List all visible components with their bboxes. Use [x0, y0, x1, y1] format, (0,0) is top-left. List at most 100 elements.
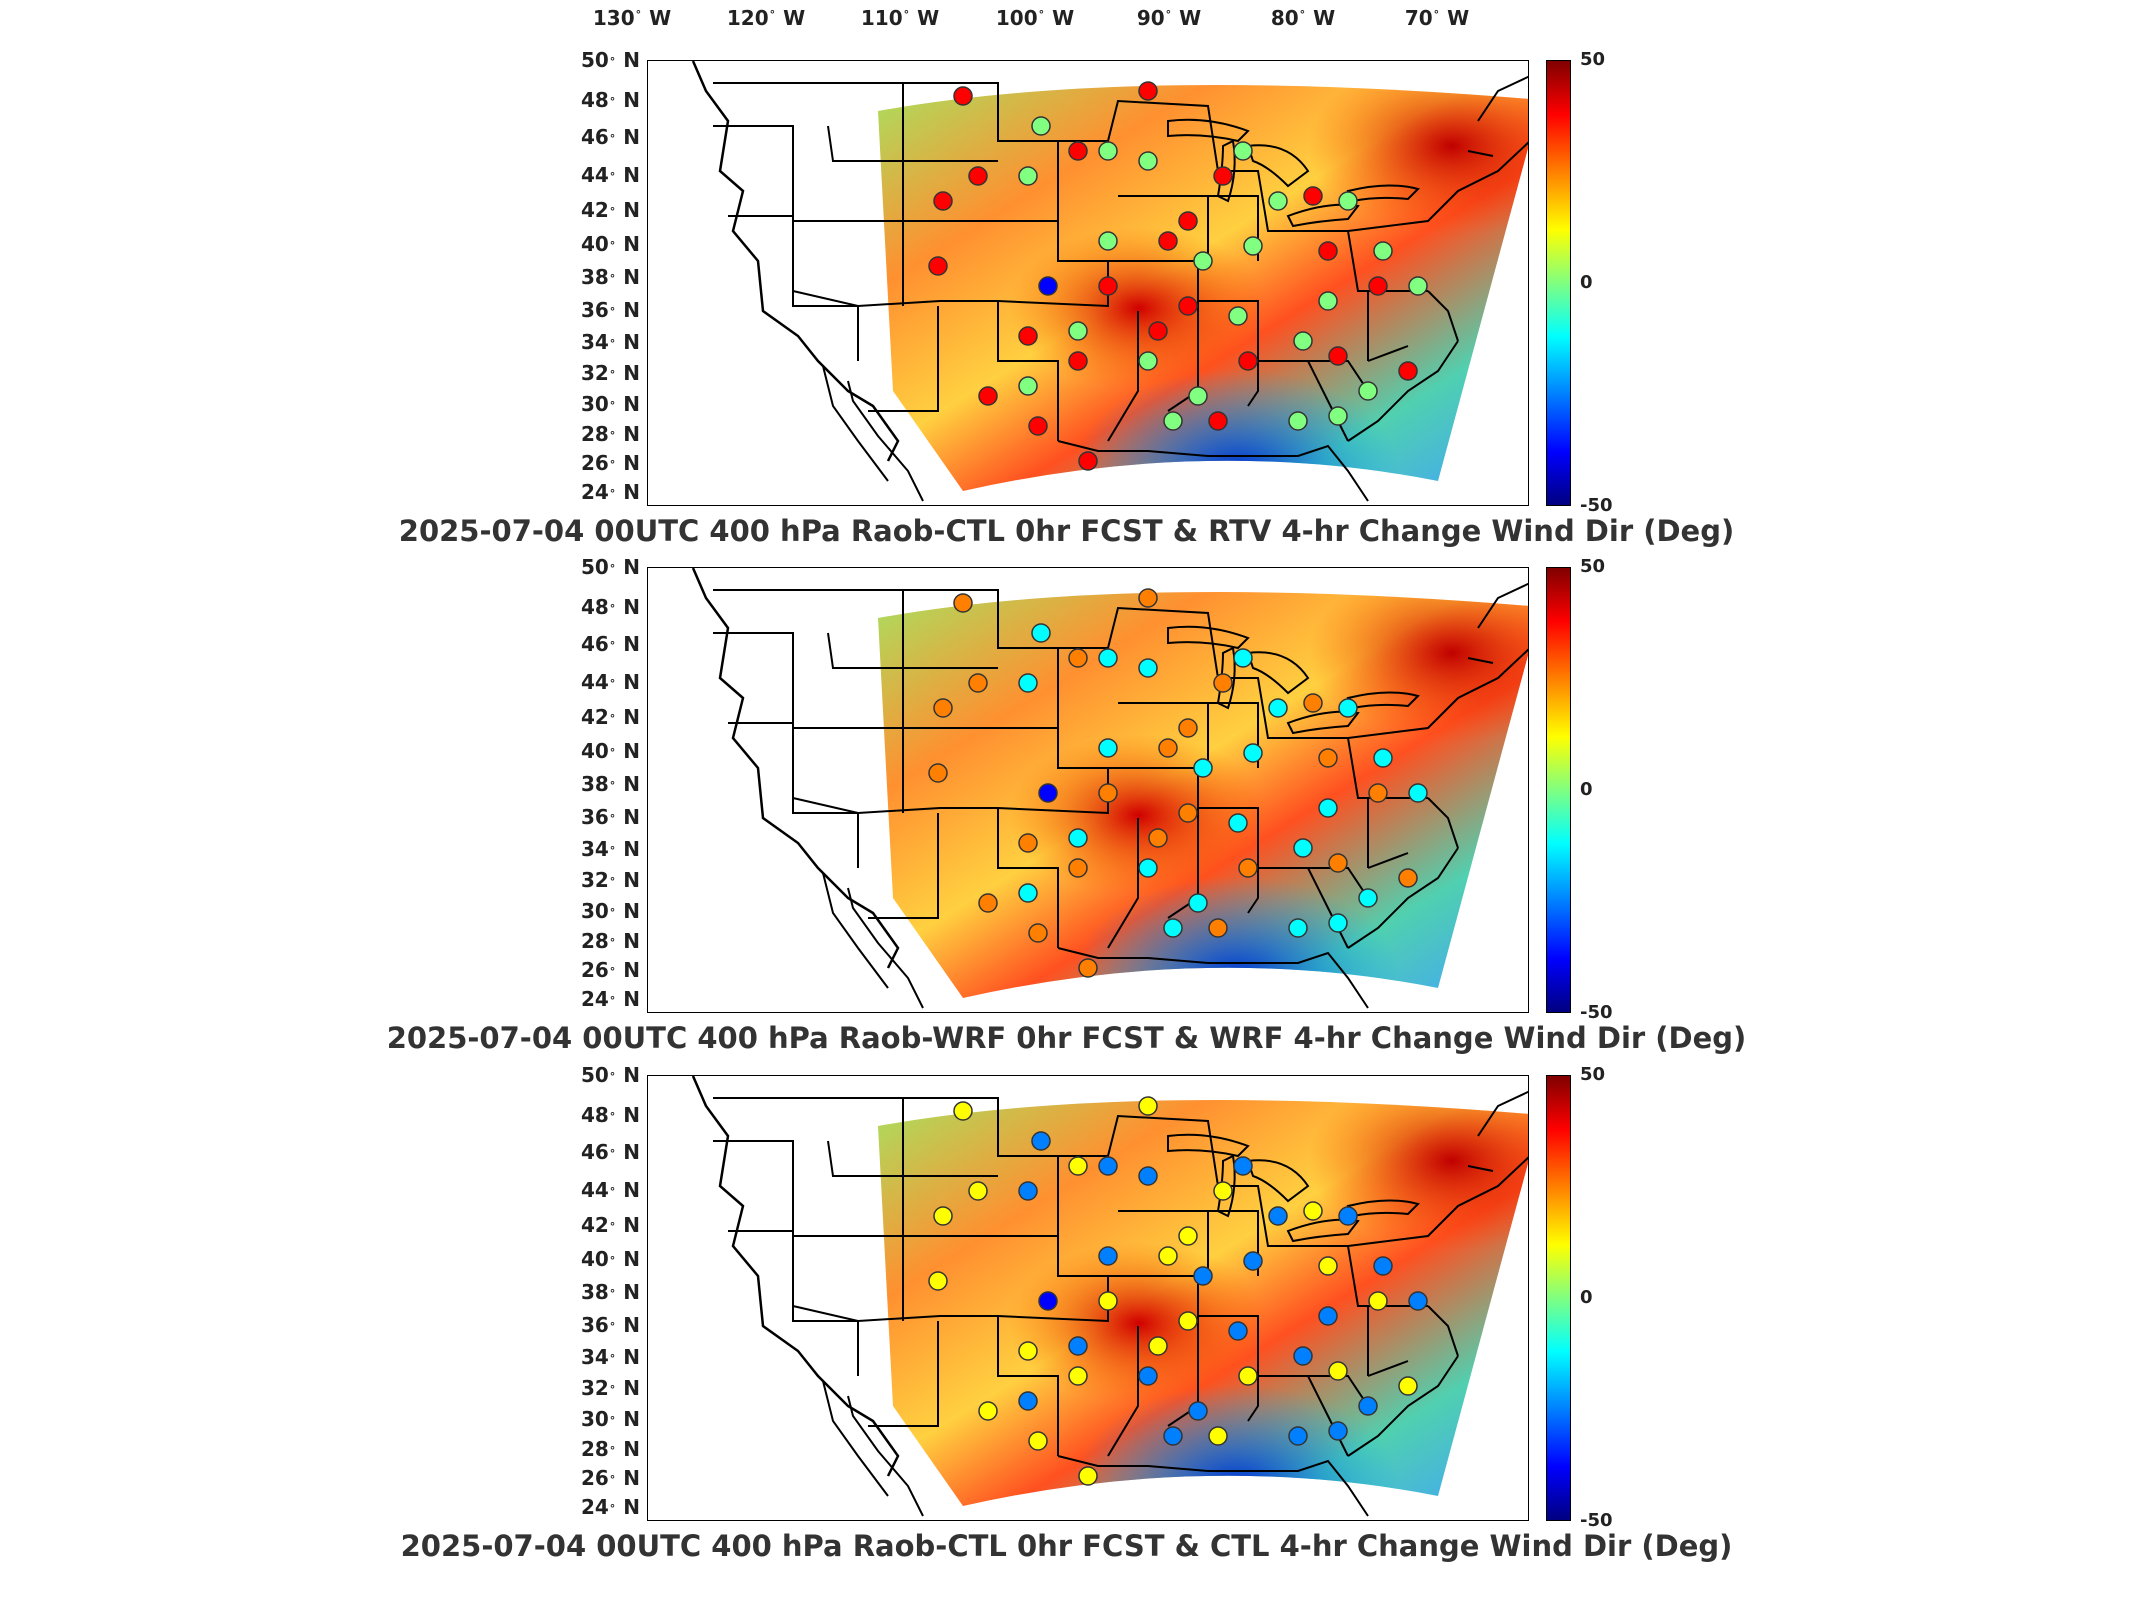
latitude-tick-label: 24° N: [580, 987, 640, 1011]
raob-station-marker: [1188, 386, 1208, 406]
raob-station-marker: [928, 1271, 948, 1291]
raob-station-marker: [1213, 1181, 1233, 1201]
raob-stations: [928, 81, 1428, 471]
raob-station-marker: [1373, 1256, 1393, 1276]
raob-station-marker: [1408, 783, 1428, 803]
latitude-tick-label: 36° N: [580, 298, 640, 322]
raob-station-marker: [1148, 828, 1168, 848]
raob-station-marker: [1158, 738, 1178, 758]
latitude-tick-label: 36° N: [580, 1313, 640, 1337]
raob-station-marker: [1228, 306, 1248, 326]
raob-station-marker: [1138, 151, 1158, 171]
raob-station-marker: [1338, 698, 1358, 718]
latitude-tick-label: 36° N: [580, 805, 640, 829]
raob-station-marker: [1098, 141, 1118, 161]
raob-station-marker: [1138, 1096, 1158, 1116]
raob-station-marker: [1018, 833, 1038, 853]
raob-station-marker: [953, 86, 973, 106]
latitude-tick-label: 38° N: [580, 265, 640, 289]
latitude-tick-label: 38° N: [580, 1280, 640, 1304]
southeast-coastline: [1057, 1355, 1459, 1517]
raob-station-marker: [1238, 858, 1258, 878]
raob-station-marker: [1193, 251, 1213, 271]
great-lakes: [1167, 1133, 1420, 1243]
raob-station-marker: [1098, 1156, 1118, 1176]
latitude-tick-label: 44° N: [580, 670, 640, 694]
raob-station-marker: [1208, 411, 1228, 431]
raob-station-marker: [1228, 1321, 1248, 1341]
raob-station-marker: [1233, 1156, 1253, 1176]
raob-station-marker: [1318, 291, 1338, 311]
raob-station-marker: [1098, 783, 1118, 803]
colorbar-mid-label: 0: [1580, 1287, 1593, 1308]
raob-station-marker: [1138, 588, 1158, 608]
latitude-tick-label: 34° N: [580, 837, 640, 861]
longitude-tick-label: 120° W: [726, 6, 806, 30]
west-coastline: [691, 568, 900, 969]
colorbar-min-label: -50: [1580, 1510, 1613, 1531]
raob-station-marker: [1138, 658, 1158, 678]
raob-station-marker: [1178, 803, 1198, 823]
raob-station-marker: [1018, 166, 1038, 186]
raob-station-marker: [1243, 743, 1263, 763]
raob-station-marker: [978, 386, 998, 406]
raob-station-marker: [1328, 853, 1348, 873]
latitude-tick-label: 28° N: [580, 1437, 640, 1461]
raob-station-marker: [1098, 1291, 1118, 1311]
latitude-tick-label: 28° N: [580, 929, 640, 953]
longitude-tick-label: 70° W: [1404, 6, 1470, 30]
raob-station-marker: [1178, 1311, 1198, 1331]
raob-stations: [928, 588, 1428, 978]
raob-station-marker: [1068, 351, 1088, 371]
colorbar-max-label: 50: [1580, 1064, 1606, 1085]
colorbar-mid-label: 0: [1580, 272, 1593, 293]
raob-station-marker: [1208, 918, 1228, 938]
raob-station-marker: [1178, 718, 1198, 738]
latitude-tick-label: 50° N: [580, 48, 640, 72]
raob-station-marker: [1318, 241, 1338, 261]
latitude-tick-label: 46° N: [580, 1140, 640, 1164]
latitude-tick-label: 34° N: [580, 330, 640, 354]
panel-title: 2025-07-04 00UTC 400 hPa Raob-WRF 0hr FC…: [386, 1021, 1747, 1055]
latitude-tick-label: 46° N: [580, 125, 640, 149]
raob-station-marker: [1068, 1336, 1088, 1356]
raob-station-marker: [1028, 1431, 1048, 1451]
raob-station-marker: [1408, 1291, 1428, 1311]
raob-station-marker: [1178, 1226, 1198, 1246]
raob-station-marker: [1398, 361, 1418, 381]
raob-station-marker: [1328, 406, 1348, 426]
raob-station-marker: [1373, 241, 1393, 261]
raob-station-marker: [1318, 1256, 1338, 1276]
raob-station-marker: [1288, 1426, 1308, 1446]
raob-station-marker: [1368, 783, 1388, 803]
raob-station-marker: [1288, 918, 1308, 938]
raob-station-marker: [1098, 738, 1118, 758]
raob-station-marker: [1158, 1246, 1178, 1266]
raob-station-marker: [1028, 923, 1048, 943]
raob-station-marker: [978, 893, 998, 913]
latitude-tick-label: 40° N: [580, 232, 640, 256]
raob-station-marker: [1018, 1341, 1038, 1361]
raob-station-marker: [1078, 958, 1098, 978]
raob-station-marker: [1038, 783, 1058, 803]
raob-station-marker: [1328, 913, 1348, 933]
raob-station-marker: [1228, 813, 1248, 833]
raob-station-marker: [1188, 1401, 1208, 1421]
colorbar: [1546, 567, 1571, 1013]
raob-station-marker: [1038, 1291, 1058, 1311]
raob-stations: [928, 1096, 1428, 1486]
raob-station-marker: [1068, 321, 1088, 341]
field-anomaly-overlay: [878, 592, 1528, 998]
raob-station-marker: [1138, 1166, 1158, 1186]
colorbar: [1546, 60, 1571, 506]
west-coastline: [691, 61, 900, 462]
raob-station-marker: [1098, 648, 1118, 668]
panel-title: 2025-07-04 00UTC 400 hPa Raob-CTL 0hr FC…: [400, 1529, 1733, 1563]
latitude-tick-label: 32° N: [580, 868, 640, 892]
raob-station-marker: [1178, 211, 1198, 231]
raob-station-marker: [1163, 411, 1183, 431]
raob-station-marker: [1368, 1291, 1388, 1311]
raob-station-marker: [1028, 416, 1048, 436]
latitude-tick-label: 42° N: [580, 198, 640, 222]
raob-station-marker: [1243, 236, 1263, 256]
